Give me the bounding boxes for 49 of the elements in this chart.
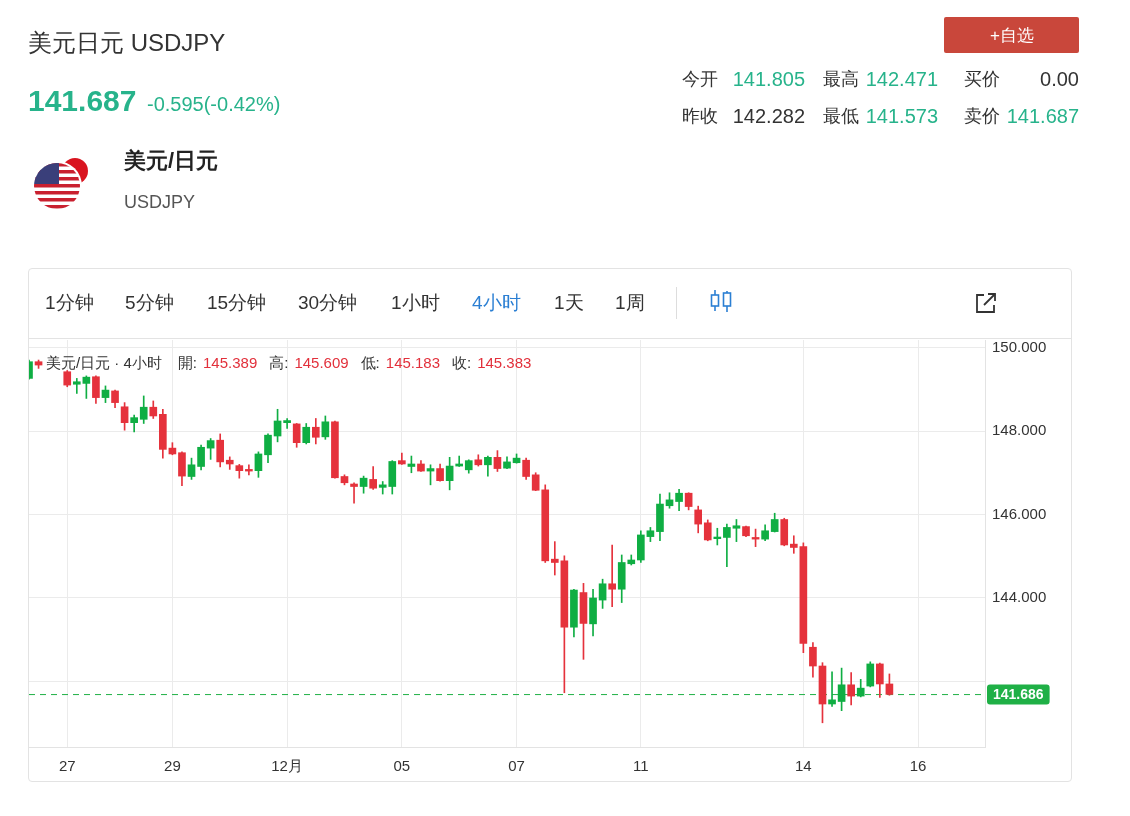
text: 买价: [964, 69, 1000, 89]
text: 15分钟: [207, 292, 267, 313]
annotation: 低: 145.183: [360, 354, 441, 372]
text: 1小时: [391, 292, 440, 313]
text: 最高: [823, 69, 859, 89]
y-tick-label: 144.000: [992, 588, 1047, 606]
annotation: 開: 145.389: [177, 354, 258, 372]
annotation: 美元/日元 · 4小时: [46, 354, 162, 372]
x-tick-label: 16: [909, 757, 927, 775]
x-tick-label: 07: [508, 757, 525, 775]
candlestick: [550, 541, 559, 576]
text: 今开: [682, 69, 718, 89]
text: 卖价: [964, 106, 1000, 126]
text: 141.573: [865, 105, 938, 127]
text: -0.595(-0.42%): [147, 93, 281, 115]
annotation: 收: 145.383: [452, 354, 532, 372]
x-tick-label: 05: [393, 757, 411, 775]
text: 141.805: [732, 68, 805, 90]
text: 142.471: [865, 68, 938, 90]
y-tick-label: 146.000: [992, 504, 1047, 522]
x-tick-label: 27: [58, 757, 76, 775]
text: 昨收: [682, 106, 718, 126]
candlestick: [789, 535, 798, 554]
chart-title: 美元日元 USDJPY: [28, 29, 226, 56]
candlestick: [350, 482, 358, 504]
text: 美元/日元: [124, 148, 219, 173]
y-tick-label: 148.000: [992, 421, 1047, 439]
annotation: 高: 145.609: [269, 354, 349, 372]
text: 5分钟: [125, 292, 174, 313]
ref-line-label: 141.686: [993, 686, 1044, 703]
text: 最低: [823, 106, 859, 126]
x-tick-label: 12月: [271, 757, 303, 775]
candlestick: [608, 544, 616, 608]
text: 1分钟: [45, 292, 94, 313]
text: 30分钟: [298, 292, 358, 313]
text: 141.687: [28, 84, 137, 117]
x-tick-label: 14: [795, 757, 812, 775]
y-tick-label: 150.000: [992, 337, 1047, 355]
text: 4小时: [472, 292, 521, 313]
text: +自选: [990, 26, 1034, 45]
text: 142.282: [732, 105, 805, 127]
candlestick: [72, 378, 81, 394]
text: 1天: [554, 292, 584, 313]
text: 141.687: [1006, 105, 1079, 127]
x-tick-label: 29: [164, 757, 181, 775]
text: 0.00: [1040, 68, 1079, 90]
x-tick-label: 11: [633, 757, 649, 775]
text: 1周: [615, 292, 645, 313]
text: USDJPY: [124, 192, 196, 212]
